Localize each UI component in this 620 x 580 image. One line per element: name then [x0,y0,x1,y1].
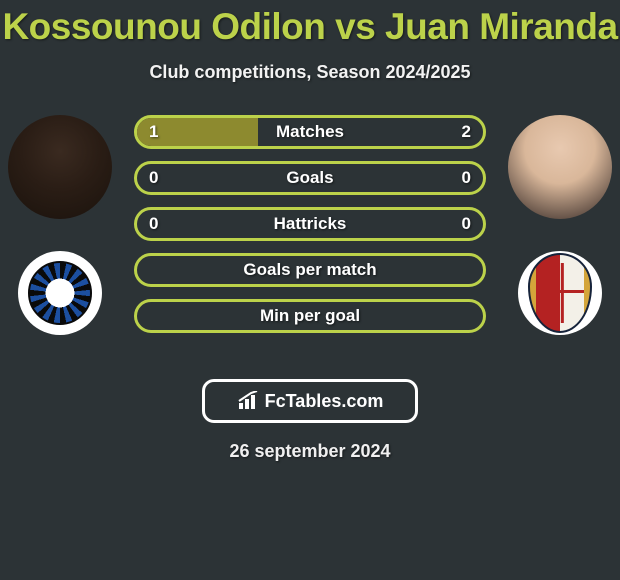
stat-rows: Matches 1 2 Goals 0 0 Hattricks 0 0 Goals per mat… [134,115,486,345]
stat-label: Goals per match [243,260,376,280]
stat-value-left: 0 [149,168,158,188]
watermark: FcTables.com [202,379,418,423]
stat-value-left: 0 [149,214,158,234]
stat-label: Min per goal [260,306,360,326]
stat-row: Matches 1 2 [134,115,486,149]
stat-row: Goals per match [134,253,486,287]
subtitle: Club competitions, Season 2024/2025 [0,62,620,83]
club-left-badge [18,251,102,335]
page-title: Kossounou Odilon vs Juan Miranda [0,0,620,48]
stat-label: Matches [276,122,344,142]
stat-row: Goals 0 0 [134,161,486,195]
comparison-panel: Matches 1 2 Goals 0 0 Hattricks 0 0 Goals per mat… [0,115,620,365]
stat-label: Hattricks [274,214,347,234]
bar-chart-icon [237,391,261,411]
player-right-avatar [508,115,612,219]
watermark-text: FcTables.com [265,391,384,412]
club-right-badge [518,251,602,335]
player-left-avatar [8,115,112,219]
stat-row: Min per goal [134,299,486,333]
stat-value-right: 2 [462,122,471,142]
atalanta-crest-icon [28,261,92,325]
player-left-face-icon [8,115,112,219]
date-label: 26 september 2024 [0,441,620,462]
bologna-crest-icon [528,253,592,333]
stat-row: Hattricks 0 0 [134,207,486,241]
player-right-face-icon [508,115,612,219]
stat-value-right: 0 [462,214,471,234]
stat-label: Goals [286,168,333,188]
stat-value-left: 1 [149,122,158,142]
stat-value-right: 0 [462,168,471,188]
